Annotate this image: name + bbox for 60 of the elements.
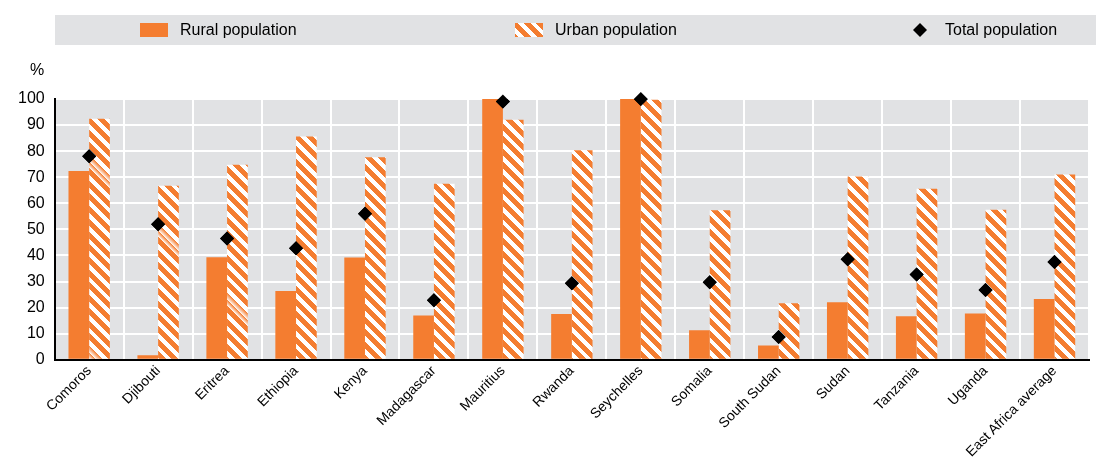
y-tick-label: 70 (26, 167, 45, 185)
point (151, 217, 166, 232)
point (289, 241, 304, 256)
bar (68, 170, 90, 359)
bar (620, 99, 641, 359)
y-tick-label: 100 (17, 89, 45, 107)
legend-label: Total population (945, 21, 1058, 39)
bar (275, 290, 297, 359)
point (978, 283, 993, 298)
y-tick-label: 30 (26, 271, 45, 289)
point (633, 92, 648, 106)
point (702, 275, 717, 290)
bar (137, 355, 159, 359)
bar (778, 303, 800, 359)
bar (364, 157, 386, 359)
bar (964, 313, 986, 359)
bar (847, 176, 869, 359)
bar (227, 164, 248, 359)
point (357, 206, 372, 221)
bar (344, 257, 365, 359)
point (840, 252, 855, 267)
y-tick-label: 90 (26, 115, 45, 133)
bar (689, 330, 710, 359)
bar (551, 314, 572, 359)
y-axis-title: % (29, 61, 45, 79)
y-tick-label: 50 (26, 219, 45, 237)
point (1047, 254, 1062, 269)
point (495, 94, 510, 109)
point (220, 231, 235, 246)
bar (502, 119, 524, 359)
bar (413, 315, 434, 359)
bar (89, 118, 110, 359)
bar (640, 99, 662, 359)
bar (758, 345, 779, 359)
y-tick-label: 10 (26, 324, 45, 342)
bar (206, 257, 228, 359)
point (771, 330, 786, 345)
point (426, 293, 441, 308)
bar (433, 183, 455, 359)
bar (571, 150, 593, 359)
bar (985, 209, 1007, 359)
legend-label: Urban population (555, 21, 677, 39)
bar (709, 210, 731, 359)
y-tick-label: 0 (35, 350, 45, 368)
point (564, 276, 579, 291)
bar (916, 188, 938, 359)
y-tick-label: 40 (26, 245, 45, 263)
bar (482, 99, 503, 359)
point (82, 149, 97, 164)
bar (1033, 298, 1055, 359)
y-tick-label: 60 (26, 193, 45, 211)
bar (826, 302, 848, 359)
y-tick-label: 20 (26, 297, 45, 315)
bar (1054, 174, 1076, 359)
bar (158, 185, 179, 359)
y-tick-label: 80 (26, 141, 45, 159)
point (909, 267, 924, 282)
legend-label: Rural population (180, 21, 297, 39)
bar (895, 316, 917, 359)
bar (296, 136, 317, 359)
